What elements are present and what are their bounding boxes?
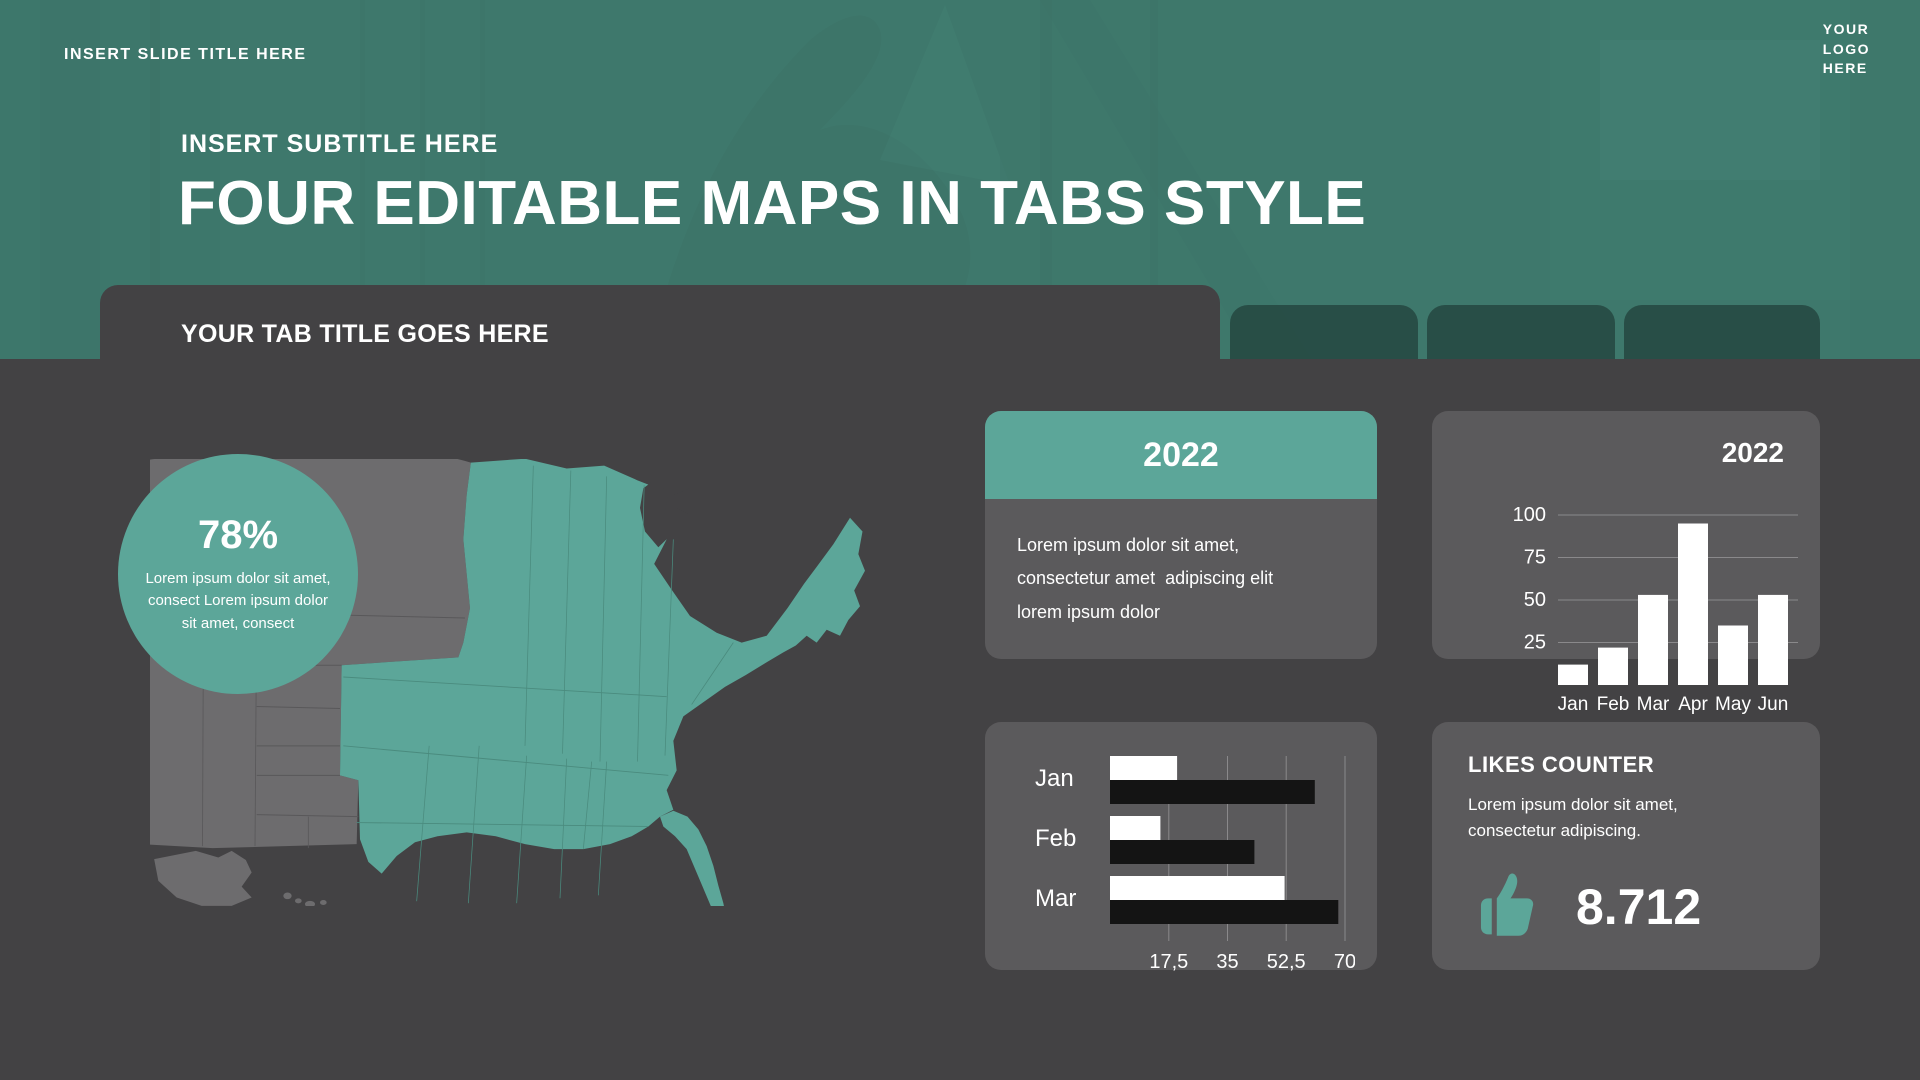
svg-text:Feb: Feb	[1035, 825, 1076, 852]
svg-text:May: May	[1715, 694, 1751, 715]
svg-text:50: 50	[1524, 589, 1546, 611]
svg-text:70: 70	[1334, 951, 1355, 973]
svg-text:25: 25	[1524, 632, 1546, 654]
svg-text:75: 75	[1524, 547, 1546, 569]
svg-text:Feb: Feb	[1597, 694, 1630, 715]
svg-text:Apr: Apr	[1678, 694, 1708, 715]
svg-text:100: 100	[1513, 504, 1546, 526]
svg-text:Mar: Mar	[1637, 694, 1670, 715]
svg-text:Jan: Jan	[1558, 694, 1589, 715]
svg-text:35: 35	[1216, 951, 1238, 973]
svg-text:17,5: 17,5	[1149, 951, 1188, 973]
svg-text:Mar: Mar	[1035, 885, 1076, 912]
svg-text:Jun: Jun	[1758, 694, 1789, 715]
svg-text:Jan: Jan	[1035, 765, 1074, 792]
svg-text:52,5: 52,5	[1267, 951, 1306, 973]
